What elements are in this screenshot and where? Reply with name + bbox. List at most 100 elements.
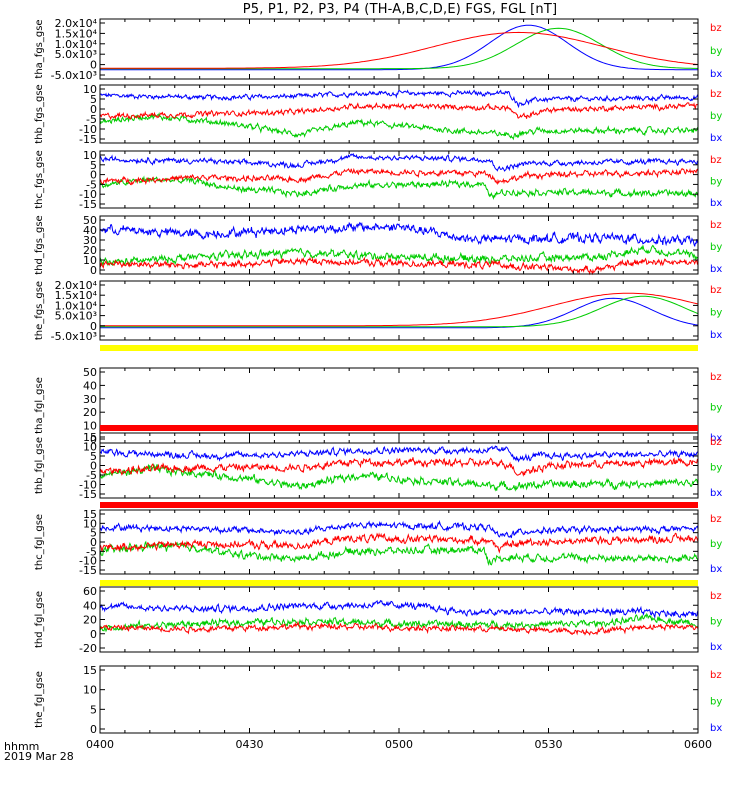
legend-bz: bz [710,437,722,448]
xtick-label: 0530 [535,738,563,751]
series-bz-thd_fgs_gse [99,256,699,276]
legend-bz: bz [710,23,722,34]
status-bar-yellow [100,345,698,351]
y-axis-label: thd_fgs_gse [34,215,45,274]
ytick-label: 30 [83,234,97,247]
date-label: 2019 Mar 28 [4,750,74,763]
ytick-label: -15 [79,564,97,577]
series-by-thd_fgs_gse [99,244,699,267]
series-by-thb_fgs_gse [99,111,699,141]
ytick-label: 50 [83,214,97,227]
ytick-label: 20 [83,406,97,419]
ytick-label: 5 [90,527,97,540]
panel-the_fgl_gse: 15 10 5 0 the_fgl_gse bz by bx [34,664,722,736]
ytick-label: 1.5x10⁴ [55,27,98,40]
chart-title: P5, P1, P2, P3, P4 (TH-A,B,C,D,E) FGS, F… [242,2,558,17]
legend-bz: bz [710,372,722,383]
series-bx-thb_fgs_gse [99,89,699,109]
legend-by: by [710,111,722,122]
legend-bx: bx [710,330,722,341]
series-by-thc_fgl_gse [99,540,699,566]
series-bx-thc_fgs_gse [99,152,699,172]
legend-bz: bz [710,89,722,100]
ytick-label: -5 [86,178,97,191]
panel-frame [99,84,699,144]
ytick-label: -5 [86,545,97,558]
ytick-label: 10 [83,254,97,267]
ytick-label: 1.0x10⁴ [55,38,98,51]
ytick-label: -15 [79,198,97,211]
status-bar-red [100,502,698,508]
ytick-label: 5 [90,703,97,716]
ytick-label: 10 [83,83,97,96]
ytick-label: 40 [83,224,97,237]
series-bz-thd_fgl_gse [99,620,699,636]
series-by-thc_fgs_gse [99,175,699,200]
ytick-label: 1.0x10⁴ [55,299,98,312]
series-bx-tha_fgs_gse [100,24,698,71]
ytick-label: 10 [83,441,97,454]
legend-by: by [710,308,722,319]
ytick-label: 10 [83,420,97,433]
ytick-label: 0 [90,264,97,277]
panel-frame [99,509,699,575]
legend-by: by [710,697,722,708]
xtick-label: 0400 [86,738,114,751]
legend-by: by [710,242,722,253]
y-axis-label: thd_fgl_gse [34,591,45,648]
y-axis-label: tha_fgl_gse [34,377,45,434]
legend-bx: bx [710,198,722,209]
y-axis-label: the_fgs_gse [34,281,45,340]
ytick-label: 5 [90,450,97,463]
ytick-label: -5 [86,469,97,482]
ytick-label: 40 [83,379,97,392]
ytick-label: -5.0x10³ [51,69,97,82]
legend-bx: bx [710,723,722,734]
time-axis-label: hhmm [4,740,40,753]
ytick-label: 0 [90,460,97,473]
legend-bx: bx [710,488,722,499]
series-by-the_fgs_gse [100,295,699,328]
ytick-label: 30 [83,393,97,406]
ytick-label: 15 [83,508,97,521]
y-axis-label: thb_fgl_gse [34,437,45,494]
ytick-label: 60 [83,585,97,598]
legend-bx: bx [710,564,722,575]
legend-bx: bx [710,133,722,144]
ytick-label: 5.0x10³ [55,310,97,323]
legend-by: by [710,617,722,628]
ytick-label: -15 [79,133,97,146]
status-bar-red [100,425,698,431]
legend-bz: bz [710,514,722,525]
legend-bx: bx [710,433,722,444]
legend-by: by [710,177,722,188]
ytick-label: -10 [79,555,97,568]
legend-bz: bz [710,155,722,166]
panel-frame [99,586,699,653]
series-bz-thc_fgs_gse [99,167,699,186]
y-axis-label: thc_fgl_gse [34,514,45,570]
ytick-label: 0 [90,628,97,641]
series-bz-thb_fgs_gse [99,102,699,121]
ytick-label: 50 [83,366,97,379]
legend-bz: bz [710,670,722,681]
legend-by: by [710,539,722,550]
xtick-label: 0430 [236,738,264,751]
series-bz-the_fgs_gse [100,292,699,327]
legend-by: by [710,463,722,474]
legend-bz: bz [710,591,722,602]
ytick-label: -15 [79,488,97,501]
legend-by: by [710,403,722,414]
panel-frame [99,665,699,734]
ytick-label: -10 [79,479,97,492]
ytick-label: 1.5x10⁴ [55,289,98,302]
series-by-tha_fgs_gse [100,27,699,70]
